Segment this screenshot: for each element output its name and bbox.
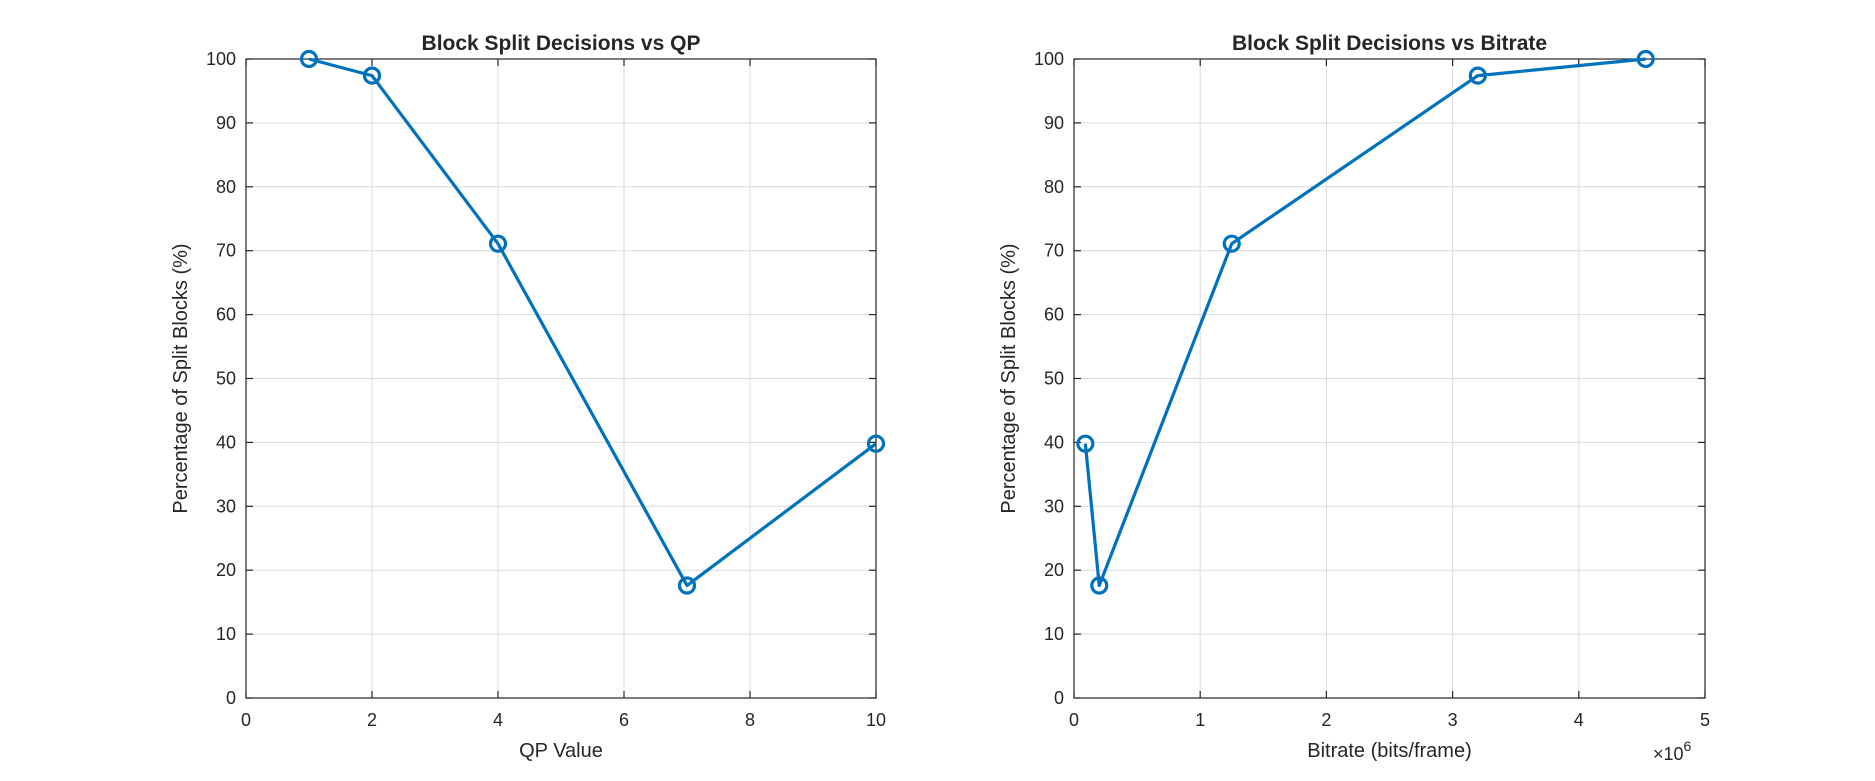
chart-1-x-tick-label: 3 (1448, 710, 1458, 730)
chart-1-y-tick-label: 90 (1044, 113, 1064, 133)
chart-0-x-tick-label: 0 (241, 710, 251, 730)
chart-1-series-line (1083, 57, 1646, 588)
chart-0-data-point (677, 576, 697, 595)
chart-1-x-tick-label: 2 (1321, 710, 1331, 730)
chart-0-y-tick-label: 100 (206, 49, 236, 69)
chart-0-y-tick-label: 60 (216, 305, 236, 325)
chart-1-data-point (1222, 234, 1241, 253)
chart-0-x-tick-label: 8 (745, 710, 755, 730)
chart-1-data-point (1468, 66, 1487, 85)
chart-0-y-tick-label: 90 (216, 113, 236, 133)
chart-1-x-tick-label: 0 (1069, 710, 1079, 730)
chart-1-y-axis-label: Percentage of Split Blocks (%) (998, 243, 1020, 513)
chart-0-x-tick-label: 4 (493, 710, 503, 730)
chart-1-data-point (1090, 576, 1109, 595)
chart-1-title: Block Split Decisions vs Bitrate (1232, 32, 1547, 55)
chart-0-y-axis-label: Percentage of Split Blocks (%) (170, 243, 192, 513)
chart-0-y-tick-label: 0 (226, 688, 236, 708)
chart-1-y-tick-label: 50 (1044, 369, 1064, 389)
chart-0-series-line (308, 57, 877, 588)
chart-1-data-point (1636, 49, 1655, 69)
chart-0-x-axis-label: QP Value (519, 740, 603, 762)
chart-1-y-tick-label: 40 (1044, 432, 1064, 452)
chart-1-x-tick-label: 5 (1700, 710, 1710, 730)
chart-0-x-tick-label: 6 (619, 710, 629, 730)
chart-0-y-tick-label: 10 (216, 624, 236, 644)
chart-0-y-tick-label: 40 (216, 432, 236, 452)
chart-1-y-tick-label: 0 (1054, 688, 1064, 708)
chart-0-y-tick-label: 70 (216, 241, 236, 261)
chart-1-x-exponent-label: ×106 (1653, 738, 1692, 764)
chart-0-y-tick-label: 20 (216, 560, 236, 580)
chart-1-y-tick-label: 20 (1044, 560, 1064, 580)
chart-0-data-point (866, 434, 886, 453)
chart-1-x-axis-label: Bitrate (bits/frame) (1307, 740, 1471, 762)
chart-1-y-tick-label: 100 (1034, 49, 1064, 69)
chart-0-title: Block Split Decisions vs QP (422, 32, 701, 55)
chart-0-y-tick-label: 50 (216, 369, 236, 389)
chart-1-y-tick-label: 60 (1044, 305, 1064, 325)
chart-0-data-point (362, 66, 382, 85)
chart-1-y-tick-label: 10 (1044, 624, 1064, 644)
chart-1-y-tick-label: 30 (1044, 496, 1064, 516)
chart-0-y-tick-label: 30 (216, 496, 236, 516)
chart-1-y-tick-label: 70 (1044, 241, 1064, 261)
chart-0-data-point (488, 234, 508, 253)
chart-0-data-point (299, 49, 319, 69)
chart-1-x-tick-label: 4 (1574, 710, 1584, 730)
chart-0-x-tick-label: 10 (866, 710, 886, 730)
chart-0-y-tick-label: 80 (216, 177, 236, 197)
chart-1-y-tick-label: 80 (1044, 177, 1064, 197)
chart-1-data-point (1076, 434, 1095, 453)
chart-1-x-tick-label: 1 (1195, 710, 1205, 730)
chart-0-x-tick-label: 2 (367, 710, 377, 730)
